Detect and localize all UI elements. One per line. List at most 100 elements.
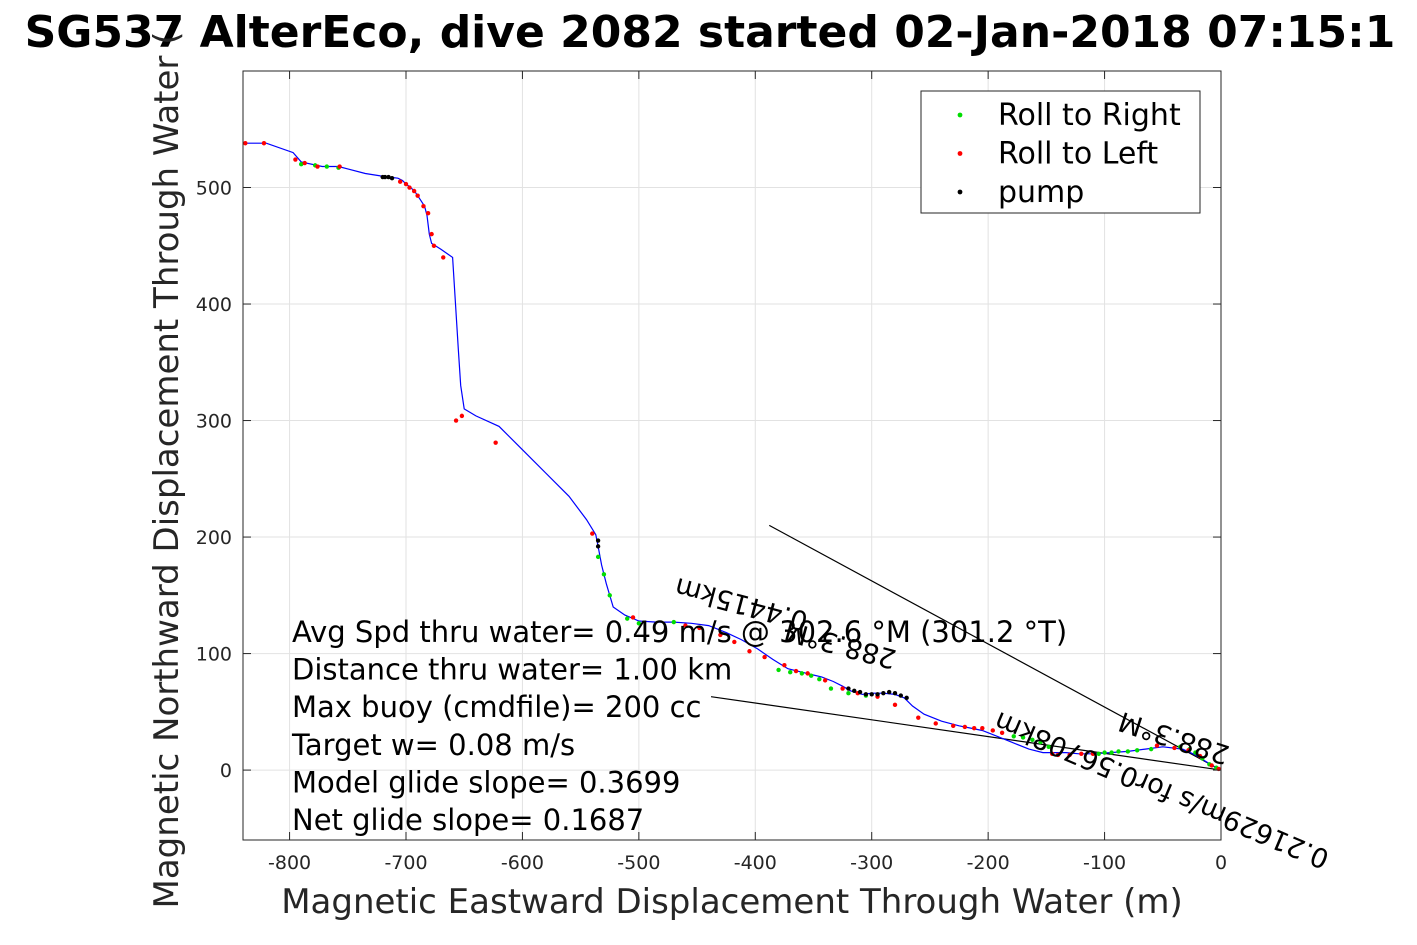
stat-line: Net glide slope= 0.1687 xyxy=(292,803,644,837)
pump-marker xyxy=(595,538,601,543)
roll-left-marker xyxy=(822,678,828,683)
roll-right-marker xyxy=(671,619,676,625)
stat-line: Target w= 0.08 m/s xyxy=(291,728,575,762)
roll-left-marker xyxy=(302,160,307,166)
x-tick-label: -800 xyxy=(268,852,311,874)
roll-right-marker xyxy=(1102,750,1107,755)
roll-right-marker xyxy=(846,690,851,696)
pump-marker xyxy=(846,686,851,691)
roll-right-marker xyxy=(1011,734,1016,739)
roll-right-marker xyxy=(1096,751,1101,756)
y-axis-title: Magnetic Northward Displacement Through … xyxy=(147,32,187,909)
roll-left-marker xyxy=(453,418,459,423)
roll-left-marker xyxy=(1079,751,1084,756)
marker-series xyxy=(243,141,1221,772)
roll-right-marker xyxy=(776,667,781,673)
stat-line: Model glide slope= 0.3699 xyxy=(292,765,680,799)
pump-marker xyxy=(852,688,857,694)
roll-right-marker xyxy=(799,671,805,676)
roll-right-marker xyxy=(828,686,834,691)
roll-left-marker xyxy=(407,185,412,190)
x-tick-label: -400 xyxy=(734,852,777,874)
pump-marker xyxy=(892,690,898,696)
roll-right-marker xyxy=(1125,749,1131,754)
roll-left-marker xyxy=(1055,752,1061,758)
y-tick-label: 400 xyxy=(196,294,232,316)
roll-left-marker xyxy=(1049,751,1055,756)
x-tick-label: -500 xyxy=(617,852,660,874)
roll-right-marker xyxy=(625,616,630,621)
roll-left-marker xyxy=(493,440,498,445)
roll-left-marker xyxy=(1172,745,1177,751)
roll-left-marker xyxy=(415,193,420,198)
legend-label: Roll to Right xyxy=(998,98,1181,133)
stat-line: Distance thru water= 1.00 km xyxy=(292,653,732,687)
roll-left-marker xyxy=(1067,752,1072,758)
chart-title: SG537 AlterEco, dive 2082 started 02-Jan… xyxy=(25,7,1396,58)
roll-right-marker xyxy=(636,621,642,626)
x-axis-title: Magnetic Eastward Displacement Through W… xyxy=(281,882,1183,922)
roll-right-marker xyxy=(788,670,793,675)
y-tick-label: 300 xyxy=(196,411,232,433)
roll-left-marker xyxy=(1197,753,1203,759)
y-tick-label: 0 xyxy=(220,760,232,782)
x-tick-labels: -800 -700 -600 -500 -400 -300 -200 -100 0 xyxy=(268,852,1227,874)
reference-lines xyxy=(710,524,1222,771)
pump-marker xyxy=(881,690,886,696)
pump-marker xyxy=(863,692,869,697)
roll-right-marker xyxy=(1178,744,1183,749)
roll-right-marker xyxy=(1020,735,1026,740)
pump-marker xyxy=(857,689,863,695)
stat-line: Max buoy (cmdfile)= 200 cc xyxy=(292,690,701,724)
roll-right-marker xyxy=(817,677,822,682)
roll-right-marker xyxy=(299,162,304,167)
roll-left-marker xyxy=(590,531,595,536)
y-tick-label: 200 xyxy=(196,527,232,549)
roll-right-marker xyxy=(1148,746,1154,752)
plot-frame xyxy=(242,70,1222,841)
pump-marker xyxy=(875,692,880,697)
roll-left-marker xyxy=(747,649,752,654)
roll-right-marker xyxy=(1193,750,1198,755)
x-tick-label: -300 xyxy=(850,852,893,874)
roll-left-marker xyxy=(397,179,403,184)
roll-right-marker xyxy=(1038,739,1043,745)
pump-marker xyxy=(386,174,391,180)
pump-marker xyxy=(595,544,601,549)
roll-left-marker xyxy=(1186,748,1191,753)
roll-left-marker xyxy=(459,413,465,419)
pump-marker xyxy=(389,175,395,181)
roll-left-marker xyxy=(421,203,426,209)
pump-marker xyxy=(904,695,909,701)
roll-left-marker xyxy=(951,723,956,729)
roll-left-marker xyxy=(1090,751,1096,756)
roll-left-marker xyxy=(337,164,342,169)
x-tick-label: 0 xyxy=(1215,852,1227,874)
x-tick-label: -200 xyxy=(967,852,1010,874)
stats-annotations: Avg Spd thru water= 0.49 m/s @ 302.6 °M … xyxy=(291,615,1067,837)
y-tick-label: 500 xyxy=(196,178,232,200)
roll-left-marker xyxy=(1209,763,1214,768)
tick-marks xyxy=(243,71,1222,840)
legend-marker xyxy=(957,112,963,118)
roll-right-marker xyxy=(1109,750,1114,755)
y-tick-labels: 0 100 200 300 400 500 xyxy=(196,178,232,783)
roll-left-marker xyxy=(261,141,267,146)
reference-line xyxy=(768,524,1222,771)
roll-right-marker xyxy=(1030,737,1035,742)
roll-left-marker xyxy=(1154,743,1160,748)
roll-left-marker xyxy=(403,181,409,187)
roll-left-marker xyxy=(243,141,248,146)
pump-marker xyxy=(869,692,874,697)
roll-left-marker xyxy=(315,164,320,169)
legend-box xyxy=(920,90,1201,214)
roll-left-marker xyxy=(916,715,921,720)
pump-marker xyxy=(898,693,904,698)
roll-left-marker xyxy=(429,231,434,237)
roll-right-marker xyxy=(1046,744,1051,749)
stat-line: Avg Spd thru water= 0.49 m/s @ 302.6 °M … xyxy=(292,615,1067,649)
roll-left-marker xyxy=(980,725,985,731)
roll-left-marker xyxy=(293,157,298,162)
roll-right-marker xyxy=(1134,748,1140,753)
